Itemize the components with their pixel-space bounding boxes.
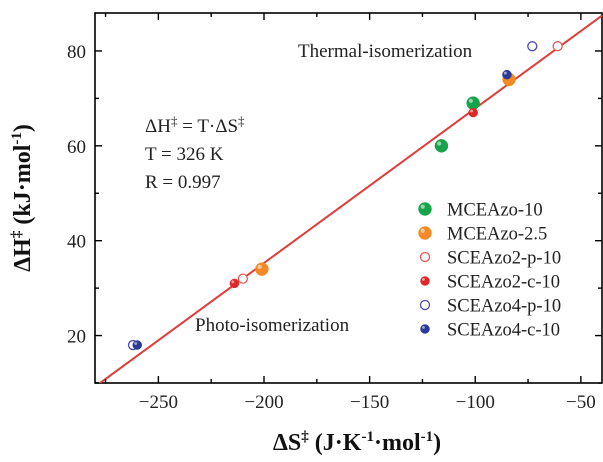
legend-marker (419, 299, 431, 311)
marker-body (434, 139, 449, 153)
legend-label: MCEAzo-2.5 (447, 225, 547, 245)
y-tick-label: 80 (67, 42, 86, 63)
marker-highlight (421, 325, 425, 329)
x-tick-label: −200 (244, 392, 283, 413)
marker-body (420, 276, 430, 286)
annotation-r-value: R = 0.997 (145, 172, 221, 193)
plot-border (94, 12, 603, 384)
marker-highlight (503, 71, 507, 75)
x-tick-label: −250 (139, 392, 178, 413)
data-point (229, 278, 240, 289)
annotation-temperature: T = 326 K (145, 144, 224, 165)
legend-marker (418, 226, 432, 240)
data-point (527, 41, 538, 52)
legend-marker (420, 276, 430, 286)
legend: MCEAzo-10 MCEAzo-2.5 SCEAzo2-p-10 SCEAzo2-c… (418, 201, 561, 341)
marker-highlight (437, 141, 442, 146)
annotation-thermal: Thermal-isomerization (298, 41, 473, 62)
marker-highlight (470, 109, 474, 113)
data-point (434, 139, 449, 153)
data-point (502, 69, 512, 80)
legend-label: MCEAzo-10 (447, 201, 543, 221)
marker-body (132, 340, 142, 350)
data-point (255, 262, 269, 276)
marker-body (466, 96, 480, 110)
fit-line-layer (98, 14, 603, 383)
plot-frame (94, 12, 603, 384)
y-tick-label: 60 (67, 137, 86, 158)
marker-highlight (468, 98, 473, 103)
x-tick-label: −50 (566, 392, 596, 413)
data-points (127, 41, 563, 351)
axis-ticks: −250 −200 −150 −100 −50 20 40 60 80 (67, 13, 602, 413)
legend-label: SCEAzo2-p-10 (447, 249, 561, 269)
marker-ring (419, 251, 431, 263)
marker-ring (527, 41, 538, 52)
marker-ring (237, 273, 249, 284)
legend-marker (419, 251, 431, 263)
data-point (237, 273, 249, 284)
marker-body (468, 107, 478, 118)
marker-body (420, 324, 430, 334)
marker-body (418, 202, 432, 216)
marker-highlight (231, 280, 235, 284)
marker-body (502, 69, 512, 80)
fit-line (98, 14, 603, 383)
x-tick-label: −150 (350, 392, 389, 413)
data-point (132, 340, 142, 350)
y-tick-label: 20 (67, 327, 86, 348)
legend-marker (420, 324, 430, 334)
marker-highlight (257, 264, 262, 269)
legend-label: SCEAzo4-c-10 (447, 321, 560, 341)
marker-highlight (420, 204, 425, 209)
y-axis-title: ΔH‡ (kJ·mol-1) (9, 124, 36, 272)
data-point (466, 96, 480, 110)
legend-marker (418, 202, 432, 216)
x-axis-title: ΔS‡ (J·K-1·mol-1) (273, 429, 441, 456)
legend-label: SCEAzo4-p-10 (447, 297, 561, 317)
marker-body (255, 262, 269, 276)
annotation-photo: Photo-isomerization (195, 315, 350, 336)
data-point (552, 41, 563, 52)
marker-highlight (420, 228, 425, 233)
x-tick-label: −100 (456, 392, 495, 413)
y-tick-label: 40 (67, 232, 86, 253)
marker-ring (552, 41, 563, 52)
data-point (468, 107, 478, 118)
marker-highlight (421, 277, 425, 281)
marker-body (418, 226, 432, 240)
marker-body (229, 278, 240, 289)
legend-label: SCEAzo2-c-10 (447, 273, 560, 293)
marker-highlight (134, 342, 138, 345)
marker-ring (419, 299, 431, 311)
annotation-equation: ΔH‡ = T·ΔS‡ (145, 113, 245, 137)
